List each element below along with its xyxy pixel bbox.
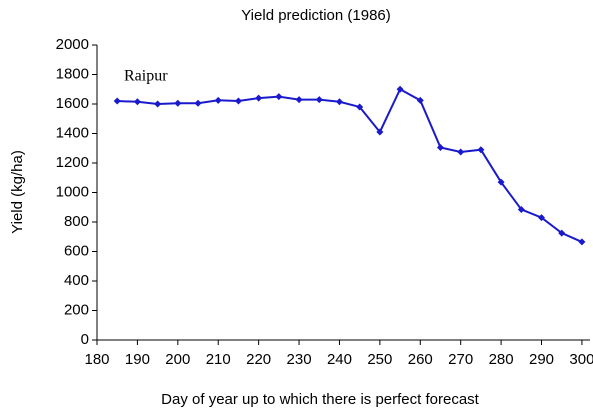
y-tick-label: 1400 [56, 124, 89, 141]
point-marker [416, 96, 424, 104]
y-tick-label: 1000 [56, 183, 89, 200]
series-line [117, 87, 583, 243]
point-marker [234, 97, 242, 105]
y-tick-label: 800 [64, 213, 89, 230]
point-marker [578, 238, 586, 246]
x-tick-label: 220 [246, 351, 271, 368]
x-tick-label: 290 [529, 351, 554, 368]
y-axis-label: Yield (kg/ha) [9, 150, 26, 234]
annotation: Raipur [124, 68, 168, 85]
x-tick-label: 300 [569, 351, 593, 368]
point-marker [174, 99, 182, 107]
point-marker [133, 98, 141, 106]
point-marker [457, 148, 465, 156]
point-marker [477, 146, 485, 154]
y-tick-label: 2000 [56, 36, 89, 53]
point-marker [356, 103, 364, 111]
y-tick-label: 200 [64, 301, 89, 318]
point-marker [113, 97, 121, 105]
point-marker [154, 100, 162, 108]
x-tick-label: 210 [206, 351, 231, 368]
point-marker [396, 85, 404, 93]
point-marker [335, 98, 343, 106]
y-tick-label: 1800 [56, 65, 89, 82]
chart-title: Yield prediction (1986) [241, 7, 391, 24]
point-marker [255, 94, 263, 102]
y-tick-label: 0 [81, 331, 89, 348]
point-marker [214, 96, 222, 104]
y-tick-label: 400 [64, 272, 89, 289]
point-marker [315, 96, 323, 104]
x-tick-label: 260 [408, 351, 433, 368]
x-tick-label: 240 [327, 351, 352, 368]
x-tick-label: 200 [165, 351, 190, 368]
point-marker [376, 128, 384, 136]
point-marker [558, 229, 566, 237]
point-marker [517, 205, 525, 213]
x-tick-label: 230 [287, 351, 312, 368]
point-marker [436, 144, 444, 152]
point-marker [497, 178, 505, 186]
x-tick-label: 180 [84, 351, 109, 368]
y-tick-label: 1600 [56, 95, 89, 112]
x-tick-label: 250 [367, 351, 392, 368]
point-marker [538, 214, 546, 222]
point-marker [295, 96, 303, 104]
point-marker [275, 93, 283, 101]
x-tick-label: 190 [125, 351, 150, 368]
x-axis-label: Day of year up to which there is perfect… [161, 391, 479, 408]
y-tick-label: 1200 [56, 154, 89, 171]
y-tick-label: 600 [64, 242, 89, 259]
x-tick-label: 270 [448, 351, 473, 368]
point-marker [194, 99, 202, 107]
x-tick-label: 280 [489, 351, 514, 368]
